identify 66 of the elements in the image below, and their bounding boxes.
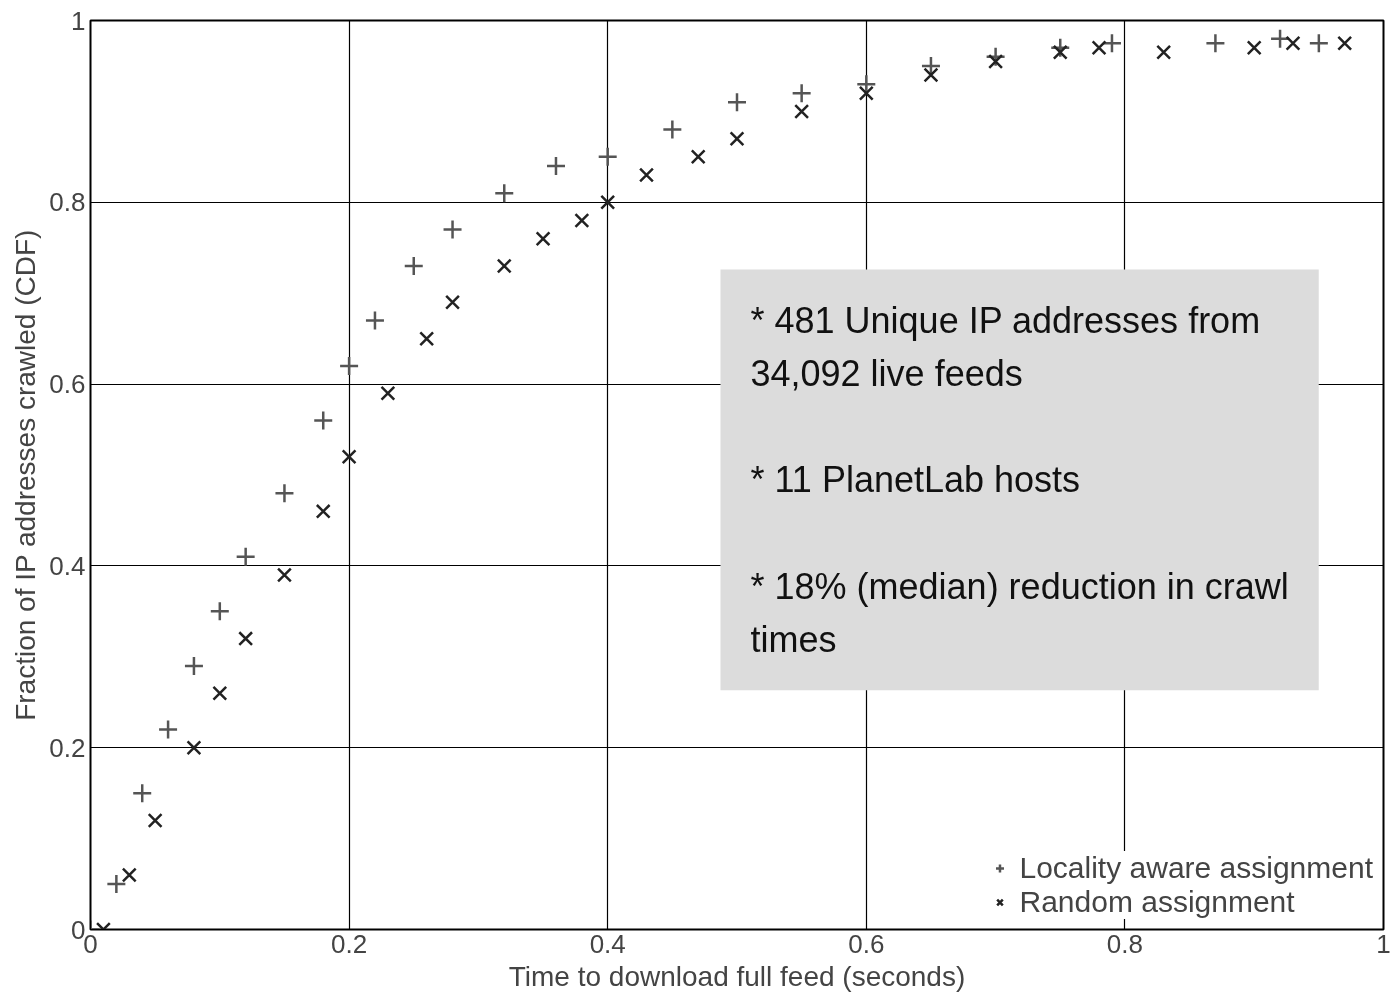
x-axis-title: Time to download full feed (seconds) <box>508 960 966 992</box>
point <box>494 182 515 204</box>
x-tick-label: 0.4 <box>589 928 626 959</box>
point <box>726 92 748 113</box>
point <box>638 167 655 183</box>
point <box>121 867 137 883</box>
point <box>1285 35 1301 51</box>
point <box>212 685 228 701</box>
point <box>1269 28 1291 49</box>
annotation: * 11 PlanetLab hosts <box>750 459 1081 501</box>
point <box>157 719 179 740</box>
point <box>442 219 463 240</box>
y-tick-label: 0.4 <box>49 550 86 581</box>
point <box>923 67 939 83</box>
annotation: * 481 Unique IP addresses from 34,092 live feeds <box>750 299 1261 394</box>
point <box>131 782 153 804</box>
x-tick-label: 0.2 <box>331 928 368 959</box>
point <box>147 812 163 829</box>
point <box>274 482 295 504</box>
x-tick-label: 1 <box>1376 928 1391 959</box>
point <box>276 567 293 583</box>
point <box>403 255 424 277</box>
point <box>235 546 256 568</box>
y-tick-label: 1 <box>71 5 86 36</box>
point <box>791 82 812 104</box>
point <box>341 449 357 465</box>
point <box>1156 44 1172 60</box>
point <box>380 385 396 401</box>
point <box>535 231 551 247</box>
point <box>574 212 590 229</box>
point <box>794 103 810 120</box>
legend-label: Locality aware assignment <box>1019 851 1373 885</box>
point <box>858 85 874 101</box>
point <box>1337 35 1353 51</box>
point <box>419 331 435 347</box>
point <box>545 155 567 177</box>
point <box>183 655 205 677</box>
y-axis-title: Fraction of IP addresses crawled (CDF) <box>10 229 42 721</box>
annotation: * 18% (median) reduction in crawl times <box>750 566 1289 661</box>
point <box>312 410 334 431</box>
point <box>186 740 202 756</box>
point <box>600 194 616 210</box>
y-tick-label: 0.6 <box>49 369 86 400</box>
point <box>729 131 745 147</box>
point <box>597 146 618 168</box>
point <box>1308 32 1330 54</box>
point <box>1091 40 1107 56</box>
point <box>1205 32 1226 54</box>
x-tick-label: 0.6 <box>848 928 885 959</box>
point <box>338 355 360 377</box>
legend-label: Random assignment <box>1019 885 1295 919</box>
point <box>209 601 231 622</box>
point <box>987 53 1004 70</box>
x-tick-label: 0.8 <box>1106 928 1143 959</box>
point <box>364 310 386 331</box>
point <box>238 631 254 647</box>
point <box>1246 40 1262 56</box>
y-tick-label: 0.2 <box>49 732 86 763</box>
point <box>106 873 127 895</box>
y-tick-label: 0.8 <box>49 187 86 218</box>
point <box>444 294 461 310</box>
point <box>1052 44 1068 60</box>
point <box>662 119 683 140</box>
point <box>315 503 331 519</box>
point <box>690 149 706 165</box>
point <box>496 258 512 274</box>
